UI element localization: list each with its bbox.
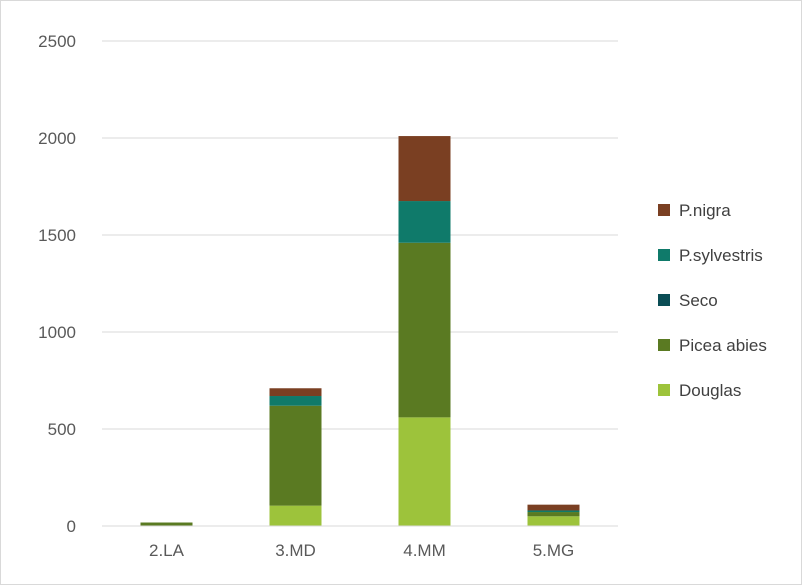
- legend-label: P.nigra: [679, 201, 731, 220]
- x-tick-label: 2.LA: [149, 541, 185, 560]
- y-tick-label: 0: [67, 517, 76, 536]
- bars: [140, 136, 580, 526]
- legend-swatch: [658, 204, 670, 216]
- y-tick-label: 2000: [38, 129, 76, 148]
- bar-segment-p-nigra-4-mm: [398, 136, 451, 202]
- bar-segment-picea-abies-4-mm: [398, 242, 451, 418]
- legend-swatch: [658, 294, 670, 306]
- bar-segment-p-sylvestris-3-md: [269, 396, 322, 406]
- y-tick-label: 500: [48, 420, 76, 439]
- bar-segment-p-nigra-3-md: [269, 388, 322, 397]
- bar-segment-douglas-3-md: [269, 505, 322, 526]
- legend-label: Picea abies: [679, 336, 767, 355]
- bar-segment-p-sylvestris-5-mg: [527, 510, 580, 513]
- legend-label: P.sylvestris: [679, 246, 763, 265]
- legend-swatch: [658, 249, 670, 261]
- y-tick-label: 1500: [38, 226, 76, 245]
- legend-label: Seco: [679, 291, 718, 310]
- axes: 0 500 1000 1500 2000 2500 2.LA 3.MD 4.MM 5.MG: [38, 32, 618, 560]
- gridlines: [102, 40, 618, 430]
- bar-segment-picea-abies-3-md: [269, 405, 322, 506]
- legend-swatch: [658, 384, 670, 396]
- bar-segment-picea-abies-5-mg: [527, 512, 580, 517]
- bar-segment-douglas-5-mg: [527, 516, 580, 526]
- bar-segment-douglas-4-mm: [398, 417, 451, 526]
- legend: P.nigra P.sylvestris Seco Picea abies Dougla…: [658, 201, 767, 400]
- y-tick-label: 2500: [38, 32, 76, 51]
- bar-segment-picea-abies-2-la: [140, 522, 193, 526]
- y-tick-label: 1000: [38, 323, 76, 342]
- legend-swatch: [658, 339, 670, 351]
- bar-segment-p-nigra-5-mg: [527, 504, 580, 511]
- x-tick-label: 4.MM: [403, 541, 446, 560]
- x-tick-label: 5.MG: [533, 541, 575, 560]
- bar-segment-p-sylvestris-4-mm: [398, 201, 451, 243]
- legend-label: Douglas: [679, 381, 741, 400]
- x-tick-label: 3.MD: [275, 541, 316, 560]
